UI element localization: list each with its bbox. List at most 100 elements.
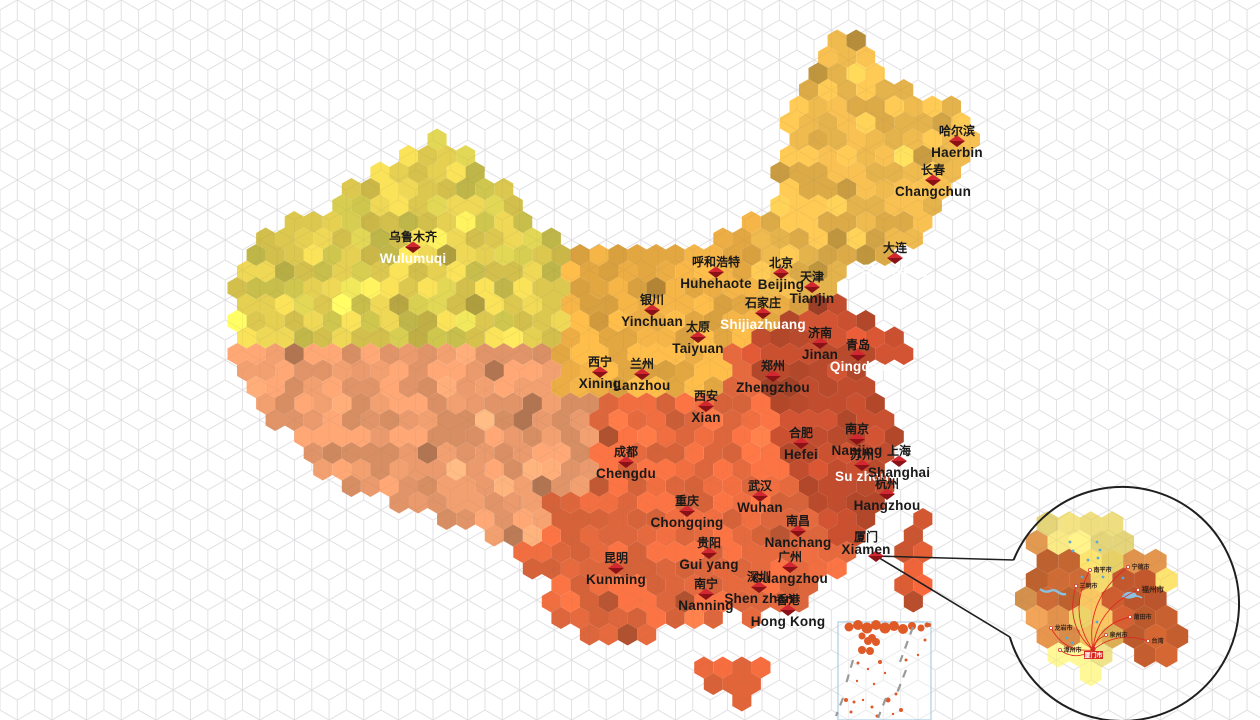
city-label-en: Wuhan xyxy=(737,500,783,515)
city-tianjin: 天津 Tianjin xyxy=(790,269,834,306)
city-marker-bottom xyxy=(679,511,695,517)
city-marker-bottom xyxy=(752,496,768,502)
city-label-zh: 西安 xyxy=(694,388,718,403)
island-dot xyxy=(861,622,873,634)
city-marker-top xyxy=(782,561,798,567)
city-label-zh: 上海 xyxy=(887,443,911,458)
city-wulumuqi: 乌鲁木齐 Wulumuqi xyxy=(380,229,446,266)
city-label-en: Chengdu xyxy=(596,466,656,481)
city-zhengzhou: 郑州 Zhengzhou xyxy=(736,358,810,395)
flight-arc xyxy=(1092,589,1139,651)
city-marker-bottom xyxy=(618,462,634,468)
island-dot xyxy=(923,638,927,642)
flight-arc xyxy=(1078,569,1094,651)
island-dot xyxy=(927,623,931,627)
city-marker-bottom xyxy=(891,461,907,467)
island-dot xyxy=(849,710,853,714)
city-shijiazhuang: 石家庄 Shijiazhuang xyxy=(720,295,805,332)
city-xining: 西宁 Xining xyxy=(579,354,621,391)
city-marker-top xyxy=(849,433,865,439)
city-label-zh: 太原 xyxy=(686,319,710,334)
city-chengdu: 成都 Chengdu xyxy=(596,444,656,481)
inset-city-莆田市: 莆田市 xyxy=(1128,613,1152,621)
city-gui-yang: 贵阳 Gui yang xyxy=(679,535,738,572)
city-marker-bottom xyxy=(765,376,781,382)
island-dot xyxy=(858,632,866,640)
city-marker-bottom xyxy=(850,355,866,361)
city-marker-top xyxy=(701,547,717,553)
island-dot xyxy=(878,660,882,664)
city-beijing: 北京 Beijing xyxy=(758,255,804,292)
callout-line-upper xyxy=(875,555,1014,561)
city-marker-top xyxy=(879,488,895,494)
inset-city-南平市: 南平市 xyxy=(1088,566,1112,574)
island-dot xyxy=(899,708,903,712)
city-marker-top xyxy=(698,588,714,594)
city-hangzhou: 杭州 Hangzhou xyxy=(854,476,921,513)
flight-arc xyxy=(1091,566,1129,651)
origin-label-box xyxy=(1084,651,1103,659)
city-label-zh: 南昌 xyxy=(786,513,810,528)
city-taiyuan: 太原 Taiyuan xyxy=(672,319,723,356)
city-marker-bottom xyxy=(849,439,865,445)
city-yinchuan: 银川 Yinchuan xyxy=(621,292,683,329)
city-marker-top xyxy=(812,337,828,343)
inset-city-dot xyxy=(1058,648,1063,653)
city-guangzhou: 广州 Guangzhou xyxy=(752,549,828,586)
city-label-en: Huhehaote xyxy=(680,276,752,291)
city-marker-top xyxy=(765,370,781,376)
island-dot xyxy=(864,637,872,645)
island-dot xyxy=(858,646,866,654)
city-nanning: 南宁 Nanning xyxy=(678,576,733,613)
boundary-dash-line xyxy=(834,697,845,717)
city-marker-top xyxy=(854,459,870,465)
city-label-zh: 贵阳 xyxy=(697,535,721,550)
city-marker-top xyxy=(949,135,965,141)
city-marker-bottom xyxy=(701,553,717,559)
city-xian: 西安 Xian xyxy=(691,388,720,425)
inset-city-宁德市: 宁德市 xyxy=(1126,563,1150,571)
inset-blue-dot xyxy=(1065,636,1069,640)
city-changchun: 长春 Changchun xyxy=(895,162,971,199)
island-dot xyxy=(908,622,916,630)
city-marker-top xyxy=(868,550,884,556)
city-label-en: Lanzhou xyxy=(614,378,671,393)
city-marker-top xyxy=(780,604,796,610)
flight-arc xyxy=(1072,585,1094,651)
city-label-en: Xian xyxy=(691,410,720,425)
inset-city-dot xyxy=(1074,584,1079,589)
city-marker-bottom xyxy=(634,374,650,380)
city-marker-bottom xyxy=(405,247,421,253)
city-marker-bottom xyxy=(644,310,660,316)
city-marker-bottom xyxy=(793,443,809,449)
city-marker-bottom xyxy=(592,372,608,378)
city-marker-bottom xyxy=(755,313,771,319)
city-marker-top xyxy=(679,505,695,511)
city-nanchang: 南昌 Nanchang xyxy=(765,513,832,550)
river-west xyxy=(1039,588,1067,596)
city-marker-bottom xyxy=(854,465,870,471)
city-marker-top xyxy=(608,562,624,568)
magnifier-circle xyxy=(1008,486,1241,720)
inset-city-泉州市: 泉州市 xyxy=(1104,631,1128,639)
inset-blue-dot xyxy=(1068,540,1072,544)
city-haerbin: 哈尔滨 Haerbin xyxy=(931,123,982,160)
city-label-zh: 济南 xyxy=(808,325,832,340)
city-marker-top xyxy=(634,368,650,374)
city-shen-zhen: 深圳 Shen zhen xyxy=(724,569,793,606)
flight-arc xyxy=(1050,627,1094,651)
city-label-zh: 厦门 xyxy=(854,529,878,544)
island-dot xyxy=(872,682,876,686)
island-dot xyxy=(891,712,895,716)
inset-city-label: 漳州市 xyxy=(1064,646,1082,654)
city-label-zh: 合肥 xyxy=(789,425,813,440)
city-label-en: Kunming xyxy=(586,572,646,587)
city-label-zh: 天津 xyxy=(800,269,824,284)
city-marker-top xyxy=(793,437,809,443)
inset-city-label: 龙岩市 xyxy=(1055,624,1073,632)
inset-city-dot xyxy=(1136,588,1141,593)
city-label-zh: 重庆 xyxy=(675,493,699,508)
city-wuhan: 武汉 Wuhan xyxy=(737,478,783,515)
